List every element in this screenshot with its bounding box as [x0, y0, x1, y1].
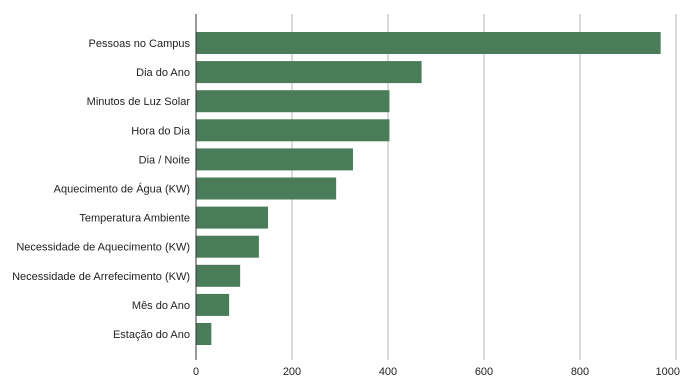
bar-4	[196, 119, 390, 142]
bar-11	[196, 323, 212, 345]
x-tick-label-800: 800	[571, 366, 589, 378]
bar-5	[196, 148, 353, 171]
category-label-11: Estação do Ano	[113, 329, 190, 341]
category-label-5: Dia / Noite	[139, 154, 190, 166]
category-label-4: Hora do Dia	[131, 125, 191, 137]
bar-3	[196, 90, 390, 113]
x-tick-label-600: 600	[475, 366, 493, 378]
category-label-9: Necessidade de Arrefecimento (KW)	[12, 271, 190, 283]
category-label-6: Aquecimento de Água (KW)	[54, 183, 190, 196]
x-tick-label-0: 0	[193, 366, 199, 378]
bar-9	[196, 264, 241, 287]
category-label-1: Pessoas no Campus	[89, 38, 191, 50]
category-label-10: Mês do Ano	[132, 300, 190, 312]
bar-8	[196, 235, 259, 258]
bar-1	[196, 32, 661, 54]
bar-10	[196, 293, 230, 316]
bar-7	[196, 206, 268, 229]
category-label-7: Temperatura Ambiente	[79, 213, 190, 225]
category-label-8: Necessidade de Aquecimento (KW)	[16, 242, 190, 254]
x-tick-label-1000: 1000	[656, 366, 680, 378]
x-tick-label-200: 200	[283, 366, 301, 378]
category-label-2: Dia do Ano	[136, 67, 190, 79]
bar-2	[196, 61, 422, 84]
x-tick-label-400: 400	[379, 366, 397, 378]
category-label-3: Minutos de Luz Solar	[87, 96, 191, 108]
bar-6	[196, 177, 337, 200]
